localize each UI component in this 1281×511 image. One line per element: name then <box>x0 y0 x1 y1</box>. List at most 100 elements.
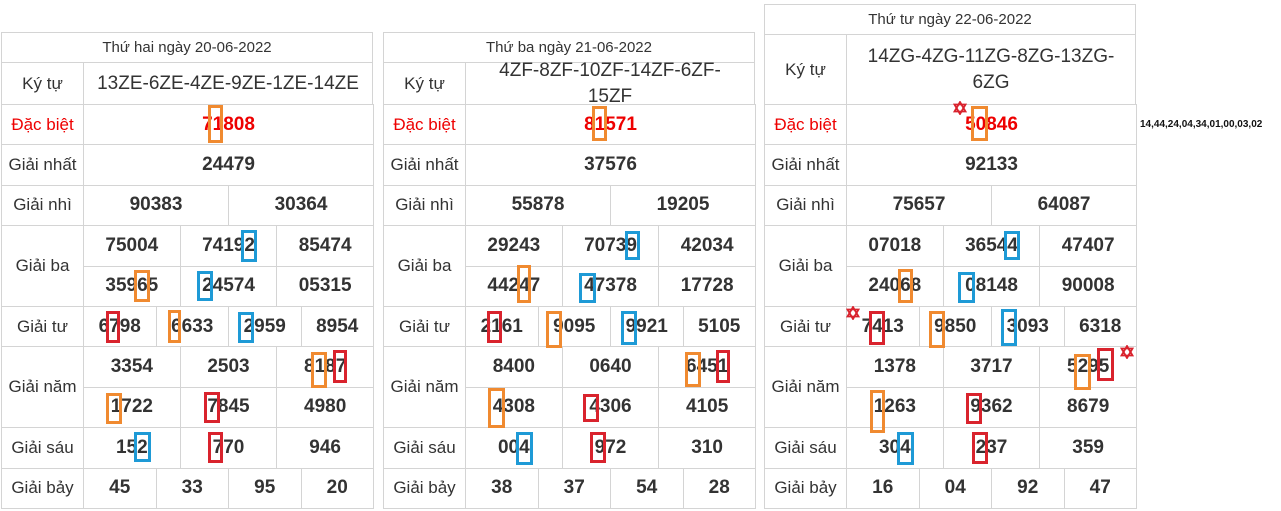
prize-number-text: 304 <box>878 436 911 458</box>
prize-number: 4980 <box>276 386 374 429</box>
prize-number: 20 <box>300 467 374 509</box>
prize-number-text: 42034 <box>680 234 734 256</box>
prize-label-text: Giải nhì <box>395 195 454 215</box>
prize-number: 37 <box>537 467 611 509</box>
prize-label-text: Giải năm <box>771 377 840 397</box>
prize-label-text: Giải ba <box>778 256 833 276</box>
prize-number-text: 946 <box>309 436 341 458</box>
prize-number-text: 29243 <box>487 234 541 256</box>
prize-number-text: 28 <box>708 477 730 499</box>
prize-label: Giải sáu <box>764 427 847 469</box>
prize-number-text: 5105 <box>698 315 741 337</box>
prize-number-text: 85474 <box>298 234 352 256</box>
prize-number: 17728 <box>658 265 756 307</box>
prize-number-text: 0640 <box>589 356 632 378</box>
prize-label: Giải năm <box>383 346 466 429</box>
prize-number-text: 90008 <box>1061 275 1115 297</box>
prize-number: 1722 <box>83 386 181 429</box>
prize-number: 55878 <box>465 184 611 227</box>
prize-label: Giải nhất <box>383 144 466 186</box>
prize-number-text: 36544 <box>965 234 1018 256</box>
prize-number-text: 81571 <box>584 113 637 135</box>
prize-number-text: 770 <box>212 436 245 458</box>
prize-number-text: 310 <box>691 436 723 458</box>
prize-number: 8954 <box>300 306 374 348</box>
prize-label-text: Giải tư <box>16 316 69 336</box>
prize-number: 237 <box>942 427 1041 469</box>
prize-number-text: 6318 <box>1079 315 1122 337</box>
prize-number: 05315 <box>276 265 374 307</box>
prize-number-text: 75657 <box>892 194 946 216</box>
prize-number: 9362 <box>942 386 1041 429</box>
prize-number-text: 50846 <box>965 113 1018 135</box>
prize-number: 85474 <box>276 225 374 267</box>
prize-number: 44247 <box>465 265 563 307</box>
code-label: Ký tự <box>764 34 847 105</box>
prize-number: 8400 <box>465 346 563 388</box>
prize-number: 16 <box>846 467 920 509</box>
prize-number: 54 <box>610 467 684 509</box>
prize-number-text: 4105 <box>686 396 729 418</box>
prize-number-text: 16 <box>872 477 894 499</box>
prize-number: 770 <box>179 427 278 469</box>
prize-number: 972 <box>561 427 660 469</box>
prize-number: 90008 <box>1039 265 1137 307</box>
prize-number-text: 20 <box>326 477 348 499</box>
prize-label-text: Giải sáu <box>11 437 74 457</box>
code-label-text: Ký tự <box>22 73 63 93</box>
prize-number: 9095 <box>537 306 611 348</box>
prize-number: 30364 <box>228 184 374 227</box>
prize-label-text: Giải nhất <box>390 155 459 175</box>
prize-number-text: 2503 <box>207 356 250 378</box>
prize-number: 8187 <box>276 346 374 388</box>
prize-number-text: 2959 <box>243 315 286 337</box>
prize-number-text: 9921 <box>625 315 668 337</box>
prize-label: Giải năm <box>764 346 847 429</box>
prize-number-text: 38 <box>491 477 513 499</box>
prize-number-text: 33 <box>181 477 203 499</box>
prize-number-text: 47407 <box>1061 234 1115 256</box>
prize-number-text: 8954 <box>316 315 359 337</box>
prize-label-text: Giải ba <box>15 256 70 276</box>
prize-number: 28 <box>682 467 756 509</box>
prize-label-text: Giải năm <box>8 377 77 397</box>
prize-number-text: 1722 <box>110 396 153 418</box>
prize-number: 24574 <box>179 265 278 307</box>
prize-number-text: 152 <box>115 436 148 458</box>
prize-label-text: Giải sáu <box>774 437 837 457</box>
table-title-text: Thứ hai ngày 20-06-2022 <box>102 39 272 56</box>
prize-label-text: Giải bảy <box>393 478 456 498</box>
prize-number: 9850 <box>918 306 992 348</box>
star-icon <box>953 101 967 115</box>
prize-label-text: Đặc biệt <box>393 114 456 134</box>
prize-number: 4308 <box>465 386 563 429</box>
prize-label-text: Giải bảy <box>774 478 837 498</box>
prize-number: 42034 <box>658 225 756 267</box>
prize-number-text: 24068 <box>868 275 922 297</box>
code-value-text: 14ZG-4ZG-11ZG-8ZG-13ZG-6ZG <box>867 45 1115 93</box>
prize-label-text: Đặc biệt <box>774 114 837 134</box>
prize-number: 92133 <box>846 144 1137 186</box>
prize-number-text: 6451 <box>686 356 729 378</box>
code-value-text: 13ZE-6ZE-4ZE-9ZE-1ZE-14ZE <box>97 72 359 94</box>
prize-label: Giải sáu <box>1 427 84 469</box>
prize-label: Giải tư <box>1 306 84 348</box>
prize-number: 24068 <box>846 265 944 307</box>
prize-number: 47378 <box>561 265 660 307</box>
prize-number-text: 004 <box>497 436 530 458</box>
prize-number-text: 47 <box>1089 477 1111 499</box>
prize-number-text: 3354 <box>110 356 153 378</box>
prize-number: 35965 <box>83 265 181 307</box>
prize-number-text: 71808 <box>202 113 255 135</box>
prize-number-text: 6798 <box>98 315 141 337</box>
prize-number-text: 3093 <box>1006 315 1049 337</box>
prize-label-text: Giải tư <box>779 316 832 336</box>
star-icon <box>1120 345 1134 359</box>
prize-number-text: 6633 <box>171 315 214 337</box>
prize-number-text: 64087 <box>1037 194 1091 216</box>
prize-number: 47 <box>1063 467 1137 509</box>
prize-number: 5105 <box>682 306 756 348</box>
prize-number: 38 <box>465 467 539 509</box>
prize-number-text: 44247 <box>487 275 541 297</box>
code-label-text: Ký tự <box>404 73 445 93</box>
